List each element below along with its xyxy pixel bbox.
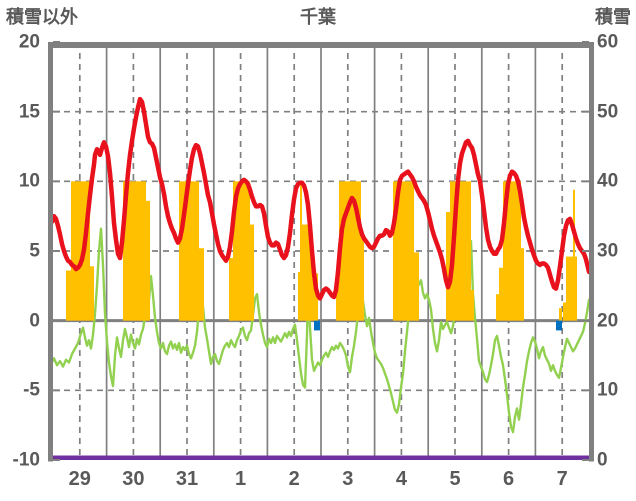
day-label: 29 xyxy=(68,468,91,490)
red-line xyxy=(53,96,589,301)
orange-bars xyxy=(499,267,503,321)
orange-bars xyxy=(471,290,474,321)
right-tick-label: 30 xyxy=(597,240,619,262)
blue-marks xyxy=(314,320,320,331)
orange-bars xyxy=(575,256,577,321)
orange-bars xyxy=(393,181,414,321)
left-tick-label: -5 xyxy=(23,379,40,401)
orange-bars xyxy=(503,181,521,321)
orange-bars xyxy=(146,200,150,321)
orange-bars xyxy=(302,224,312,321)
orange-bars xyxy=(229,257,233,321)
right-tick-label: 0 xyxy=(597,449,608,471)
orange-bars xyxy=(312,273,318,321)
left-tick-label: 10 xyxy=(18,170,40,192)
orange-bars xyxy=(361,238,364,321)
orange-bars xyxy=(563,302,566,321)
right-axis-title: 積雪 xyxy=(595,7,631,27)
blue-marks xyxy=(556,320,562,331)
right-tick-label: 60 xyxy=(597,31,619,53)
day-label: 4 xyxy=(395,468,407,490)
orange-bars xyxy=(298,271,300,321)
day-label: 30 xyxy=(122,468,145,490)
orange-bars xyxy=(336,278,339,321)
right-tick-label: 20 xyxy=(597,310,619,332)
day-label: 6 xyxy=(503,468,515,490)
day-label: 7 xyxy=(556,468,568,490)
orange-bars xyxy=(250,224,254,321)
orange-bars xyxy=(496,294,499,321)
purple-baseline xyxy=(48,455,589,460)
orange-bars xyxy=(559,308,562,321)
orange-bars xyxy=(414,252,419,321)
day-label: 31 xyxy=(175,468,199,490)
left-tick-label: 5 xyxy=(29,240,40,262)
day-label: 3 xyxy=(342,468,354,490)
day-label: 2 xyxy=(288,468,300,490)
left-tick-label: -10 xyxy=(12,449,40,471)
orange-bars xyxy=(179,181,199,321)
left-axis-title: 積雪以外 xyxy=(6,7,78,27)
series-layer xyxy=(53,96,589,434)
plot-frame xyxy=(48,41,594,462)
orange-bars xyxy=(233,181,250,321)
chart-title: 千葉 xyxy=(300,7,336,27)
orange-bars xyxy=(71,181,90,321)
orange-bars xyxy=(521,248,524,321)
right-tick-label: 10 xyxy=(597,379,619,401)
left-tick-label: 20 xyxy=(18,31,40,53)
left-tick-label: 0 xyxy=(29,310,40,332)
orange-bars xyxy=(573,189,575,321)
left-tick-label: 15 xyxy=(18,101,40,123)
orange-bars xyxy=(66,270,71,321)
right-tick-label: 50 xyxy=(597,101,619,123)
orange-bars xyxy=(90,266,94,321)
orange-bars xyxy=(300,181,302,321)
orange-bars xyxy=(199,248,204,321)
right-tick-label: 40 xyxy=(597,170,619,192)
orange-bars xyxy=(123,181,146,321)
orange-bars xyxy=(566,256,573,321)
day-label: 5 xyxy=(449,468,461,490)
orange-bars xyxy=(446,211,450,321)
day-label: 1 xyxy=(235,468,247,490)
